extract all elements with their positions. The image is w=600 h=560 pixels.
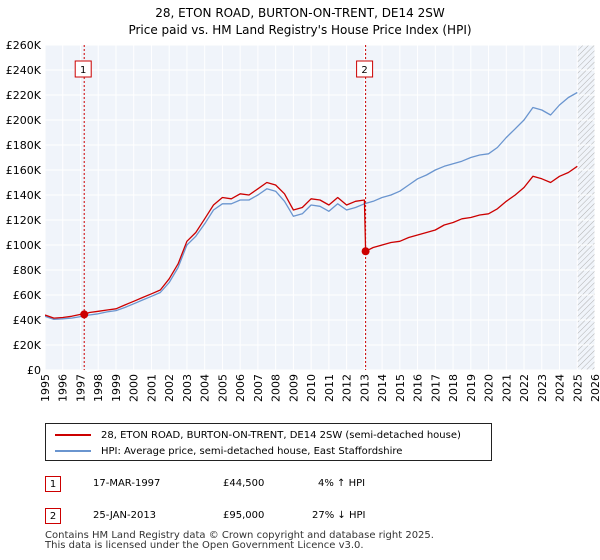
plot-area [45, 45, 595, 370]
legend: 28, ETON ROAD, BURTON-ON-TRENT, DE14 2SW… [45, 423, 492, 461]
y-tick-label: £160K [6, 164, 42, 177]
y-tick-label: £20K [13, 339, 42, 352]
x-tick-label: 2021 [500, 374, 513, 402]
transaction-hpi-delta: 4% ↑ HPI [318, 478, 366, 489]
chart-title-line1: 28, ETON ROAD, BURTON-ON-TRENT, DE14 2SW [155, 6, 445, 20]
sale-marker-badge [74, 60, 92, 78]
y-tick-label: £100K [6, 239, 42, 252]
legend-swatch-hpi [55, 450, 91, 452]
transaction-number-badge: 1 [45, 476, 61, 492]
x-tick-label: 1999 [110, 374, 123, 402]
x-tick-label: 2010 [305, 374, 318, 402]
x-tick-label: 2015 [394, 374, 407, 402]
x-tick-label: 2020 [483, 374, 496, 402]
x-tick-label: 2003 [181, 374, 194, 402]
x-tick-label: 2006 [234, 374, 247, 402]
x-tick-label: 2019 [465, 374, 478, 402]
y-tick-label: £200K [6, 114, 42, 127]
sale-marker-badge [356, 60, 374, 78]
x-tick-label: 2024 [554, 374, 567, 402]
chart-title: 28, ETON ROAD, BURTON-ON-TRENT, DE14 2SW… [0, 5, 600, 39]
transaction-date: 25-JAN-2013 [93, 510, 157, 521]
x-tick-label: 1995 [39, 374, 52, 402]
x-tick-label: 2007 [252, 374, 265, 402]
x-tick-label: 2001 [145, 374, 158, 402]
transaction-hpi-delta: 27% ↓ HPI [312, 510, 366, 521]
footer-line2: This data is licensed under the Open Gov… [45, 540, 364, 551]
sale-marker-label: 2 [361, 65, 367, 76]
sale-marker-label: 1 [80, 65, 86, 76]
y-tick-label: £40K [13, 314, 42, 327]
y-tick-label: £60K [13, 289, 42, 302]
x-tick-label: 2008 [270, 374, 283, 402]
transaction-number-badge: 2 [45, 508, 61, 524]
x-tick-label: 2005 [216, 374, 229, 402]
legend-swatch-price-paid [55, 434, 91, 436]
hpi-series-line [45, 91, 578, 321]
x-tick-label: 1998 [92, 374, 105, 402]
x-tick-label: 1997 [74, 374, 87, 402]
transaction-date: 17-MAR-1997 [93, 478, 161, 489]
x-tick-label: 2004 [199, 374, 212, 402]
x-tick-label: 2023 [536, 374, 549, 402]
transaction-row: 1 17-MAR-1997 £44,500 4% ↑ HPI [45, 476, 545, 494]
legend-label-price-paid: 28, ETON ROAD, BURTON-ON-TRENT, DE14 2SW… [101, 429, 461, 441]
legend-label-hpi: HPI: Average price, semi-detached house,… [101, 445, 403, 457]
y-tick-label: £0 [27, 364, 41, 377]
price-chart: 1 2 £0 £20K £40K £60K £80K £100K £120K £140K £160… [6, 39, 600, 402]
transaction-price: £95,000 [223, 510, 265, 521]
x-tick-label: 2025 [571, 374, 584, 402]
x-tick-label: 2017 [429, 374, 442, 402]
price-paid-series-line [45, 165, 578, 319]
x-tick-label: 2016 [412, 374, 425, 402]
y-tick-label: £260K [6, 39, 42, 52]
x-tick-label: 2013 [358, 374, 371, 402]
y-tick-label: £180K [6, 139, 42, 152]
x-tick-label: 1996 [57, 374, 70, 402]
x-tick-label: 2022 [518, 374, 531, 402]
forecast-hatch-region [577, 45, 595, 370]
y-tick-label: £240K [6, 64, 42, 77]
x-tick-label: 2002 [163, 374, 176, 402]
sale-point [361, 247, 370, 256]
x-tick-label: 2012 [341, 374, 354, 402]
sale-point [80, 310, 89, 319]
y-tick-label: £80K [13, 264, 42, 277]
legend-item-hpi: HPI: Average price, semi-detached house,… [55, 443, 402, 459]
y-tick-label: £120K [6, 214, 42, 227]
transaction-row: 2 25-JAN-2013 £95,000 27% ↓ HPI [45, 508, 545, 526]
footer-notice: Contains HM Land Registry data © Crown c… [45, 531, 434, 551]
x-tick-label: 2014 [376, 374, 389, 402]
x-tick-label: 2018 [447, 374, 460, 402]
x-tick-label: 2011 [323, 374, 336, 402]
transaction-price: £44,500 [223, 478, 265, 489]
footer-line1: Contains HM Land Registry data © Crown c… [45, 530, 434, 541]
x-tick-label: 2000 [128, 374, 141, 402]
chart-title-line2: Price paid vs. HM Land Registry's House … [128, 23, 472, 37]
legend-item-price-paid: 28, ETON ROAD, BURTON-ON-TRENT, DE14 2SW… [55, 427, 461, 443]
y-tick-label: £220K [6, 89, 42, 102]
x-tick-label: 2009 [287, 374, 300, 402]
x-tick-label: 2026 [589, 374, 600, 402]
y-tick-label: £140K [6, 189, 42, 202]
